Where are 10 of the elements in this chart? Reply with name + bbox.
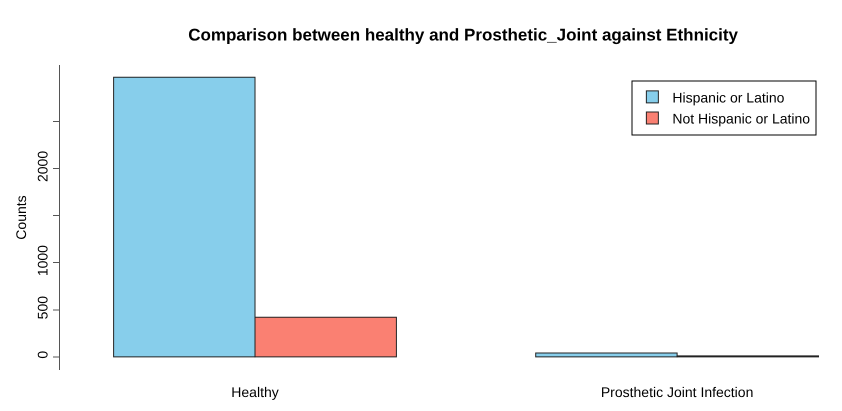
legend-label: Not Hispanic or Latino: [672, 110, 810, 127]
y-tick-label: 500: [34, 296, 50, 320]
y-axis-title: Counts: [13, 195, 29, 240]
y-tick-label: 2000: [34, 150, 50, 182]
chart-title: Comparison between healthy and Prosthetic_Joint against Ethnicity: [188, 26, 739, 45]
x-tick-label: Prosthetic Joint Infection: [600, 384, 754, 400]
y-tick-label: 0: [34, 350, 50, 359]
x-tick-label: Healthy: [231, 384, 279, 400]
legend-label: Hispanic or Latino: [672, 89, 785, 106]
y-tick-label: 1000: [34, 244, 50, 276]
